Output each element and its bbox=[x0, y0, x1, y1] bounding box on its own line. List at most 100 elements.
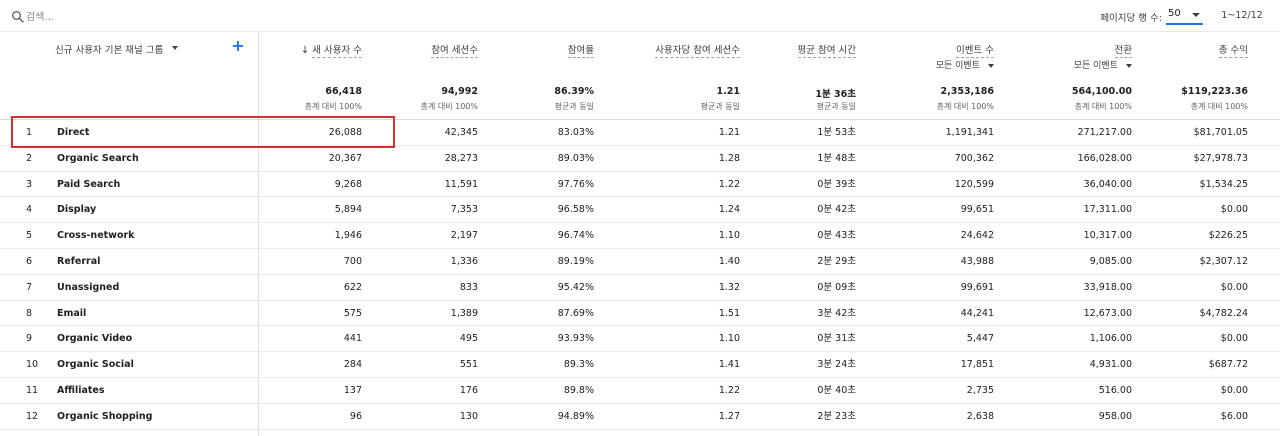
metric-cell: 284 bbox=[343, 359, 362, 371]
column-header-1[interactable]: ↓ 새 사용자 수 bbox=[262, 42, 362, 58]
metric-cell: 17,851 bbox=[960, 359, 994, 371]
table-row[interactable]: 10 Organic Social 284 551 89.3% 1.41 3분 24초 17,… bbox=[0, 352, 1280, 378]
metric-cell: 1.21 bbox=[718, 127, 740, 138]
column-header-label: 새 사용자 수 bbox=[312, 45, 362, 58]
metric-cell: 89.3% bbox=[563, 359, 594, 371]
metric-cell: 1.40 bbox=[718, 255, 740, 267]
column-header-label: 전환 bbox=[1114, 45, 1132, 58]
metric-cell: $226.25 bbox=[1208, 230, 1248, 242]
table-row[interactable]: 5 Cross-network 1,946 2,197 96.74% 1.10 0분 43초… bbox=[0, 223, 1280, 249]
column-total: 94,992 bbox=[441, 86, 478, 97]
table-row[interactable]: 3 Paid Search 9,268 11,591 97.76% 1.22 0분 39초 1… bbox=[0, 172, 1280, 198]
row-index: 8 bbox=[26, 307, 33, 319]
metric-cell: 36,040.00 bbox=[1083, 178, 1132, 190]
metric-cell: 4,931.00 bbox=[1089, 359, 1132, 371]
channel-name: Organic Shopping bbox=[57, 410, 153, 422]
metric-cell: 1.28 bbox=[718, 152, 740, 164]
metric-cell: 17,311.00 bbox=[1083, 204, 1132, 216]
event-filter-dropdown[interactable]: 모든 이벤트 bbox=[864, 58, 994, 71]
table-header: 신규 사용자 기본 채널 그룹 + ↓ 새 사용자 수 66,418 총계 대비 10… bbox=[0, 32, 1280, 120]
metric-cell: 5,447 bbox=[966, 333, 994, 345]
chevron-down-icon bbox=[1126, 63, 1132, 68]
column-header-8[interactable]: 총 수익 bbox=[1138, 42, 1248, 58]
table-row[interactable]: 11 Affiliates 137 176 89.8% 1.22 0분 40초 2,735 51… bbox=[0, 378, 1280, 404]
event-filter-label: 모든 이벤트 bbox=[935, 61, 980, 71]
channel-name: Organic Video bbox=[57, 333, 133, 345]
column-total-note: 총계 대비 100% bbox=[1074, 102, 1132, 111]
table-row[interactable]: 6 Referral 700 1,336 89.19% 1.40 2분 29초 43,988 9… bbox=[0, 249, 1280, 275]
column-header-4[interactable]: 사용자당 참여 세션수 bbox=[600, 42, 740, 58]
metric-cell: 1.10 bbox=[718, 230, 740, 242]
table-row[interactable]: 8 Email 575 1,389 87.69% 1.51 3분 42초 44,241 12,6… bbox=[0, 301, 1280, 327]
metric-cell: 700,362 bbox=[954, 152, 994, 164]
metric-cell: 26,088 bbox=[328, 127, 362, 138]
channel-name: Organic Social bbox=[57, 359, 134, 371]
column-header-7[interactable]: 전환 bbox=[1002, 42, 1132, 58]
metric-cell: 10,317.00 bbox=[1083, 230, 1132, 242]
column-header-label: 참여 세션수 bbox=[431, 45, 478, 58]
table-row[interactable]: 12 Organic Shopping 96 130 94.89% 1.27 2분 23초 2… bbox=[0, 404, 1280, 430]
metric-cell: $2,307.12 bbox=[1199, 255, 1248, 267]
metric-cell: 0분 42초 bbox=[817, 204, 856, 216]
metric-cell: 97.76% bbox=[557, 178, 594, 190]
metric-cell: $1,534.25 bbox=[1199, 178, 1248, 190]
event-filter-dropdown[interactable]: 모든 이벤트 bbox=[1002, 58, 1132, 71]
row-index: 5 bbox=[26, 230, 33, 242]
metric-cell: 1.51 bbox=[718, 307, 740, 319]
dimension-selector[interactable]: 신규 사용자 기본 채널 그룹 bbox=[55, 42, 255, 58]
table-row[interactable]: 1 Direct 26,088 42,345 83.03% 1.21 1분 53초 1,191… bbox=[0, 120, 1280, 146]
column-header-6[interactable]: 이벤트 수 bbox=[864, 42, 994, 58]
sort-descending-icon: ↓ bbox=[300, 45, 310, 56]
table-row[interactable]: 9 Organic Video 441 495 93.93% 1.10 0분 31초 5,44… bbox=[0, 326, 1280, 353]
column-header-2[interactable]: 참여 세션수 bbox=[368, 42, 478, 58]
metric-cell: 1.32 bbox=[718, 281, 740, 293]
metric-cell: 176 bbox=[459, 384, 478, 396]
metric-cell: 2,638 bbox=[966, 410, 994, 422]
metric-cell: 1분 48초 bbox=[817, 152, 856, 164]
metric-cell: 87.69% bbox=[557, 307, 594, 319]
metric-cell: 441 bbox=[343, 333, 362, 345]
metric-cell: 7,353 bbox=[450, 204, 478, 216]
dimension-dropdown-icon[interactable] bbox=[172, 46, 178, 50]
row-index: 6 bbox=[26, 255, 33, 267]
column-total-note: 총계 대비 100% bbox=[936, 102, 994, 111]
metric-cell: 96 bbox=[349, 410, 362, 422]
metric-cell: $81,701.05 bbox=[1193, 127, 1248, 138]
search-input[interactable] bbox=[26, 8, 326, 26]
metric-cell: $6.00 bbox=[1220, 410, 1248, 422]
metric-cell: 95.42% bbox=[557, 281, 594, 293]
metric-cell: 1.27 bbox=[718, 410, 740, 422]
table-row[interactable]: 2 Organic Search 20,367 28,273 89.03% 1.28 1분 … bbox=[0, 146, 1280, 172]
column-header-5[interactable]: 평균 참여 시간 bbox=[746, 42, 856, 58]
metric-cell: 1.41 bbox=[718, 359, 740, 371]
metric-cell: 28,273 bbox=[444, 152, 478, 164]
row-index: 10 bbox=[26, 359, 39, 371]
metric-cell: 12,673.00 bbox=[1083, 307, 1132, 319]
table-row[interactable]: 4 Display 5,894 7,353 96.58% 1.24 0분 42초 99,651… bbox=[0, 197, 1280, 224]
metric-cell: 575 bbox=[343, 307, 362, 319]
metric-cell: 495 bbox=[459, 333, 478, 345]
metric-cell: 24,642 bbox=[960, 230, 994, 242]
metric-cell: 1,106.00 bbox=[1089, 333, 1132, 345]
column-header-3[interactable]: 참여율 bbox=[484, 42, 594, 58]
search-icon[interactable] bbox=[11, 10, 25, 24]
metric-cell: 1,191,341 bbox=[945, 127, 994, 138]
column-total-note: 총계 대비 100% bbox=[420, 102, 478, 111]
channel-name: Display bbox=[57, 204, 97, 216]
metric-cell: 2,197 bbox=[450, 230, 478, 242]
column-total-note: 평균과 동일 bbox=[554, 102, 594, 111]
channel-name: Paid Search bbox=[57, 178, 121, 190]
rows-per-page-select[interactable]: 50 bbox=[1166, 5, 1203, 25]
chevron-down-icon bbox=[988, 63, 994, 68]
metric-cell: 137 bbox=[343, 384, 362, 396]
pagination-range: 1~12/12 bbox=[1221, 10, 1263, 21]
table-row[interactable]: 7 Unassigned 622 833 95.42% 1.32 0분 09초 99,691 3… bbox=[0, 275, 1280, 301]
metric-cell: 5,894 bbox=[334, 204, 362, 216]
dimension-header-label: 신규 사용자 기본 채널 그룹 bbox=[55, 45, 164, 56]
metric-cell: 1.24 bbox=[718, 204, 740, 216]
row-index: 4 bbox=[26, 204, 33, 216]
metric-cell: 1.22 bbox=[718, 178, 740, 190]
metric-cell: 3분 24초 bbox=[817, 359, 856, 371]
metric-cell: 516.00 bbox=[1098, 384, 1132, 396]
add-dimension-button[interactable]: + bbox=[231, 36, 245, 55]
